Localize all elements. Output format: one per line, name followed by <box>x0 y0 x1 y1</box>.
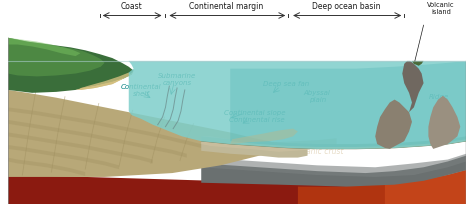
Polygon shape <box>402 62 424 113</box>
Text: Continental
shelf: Continental shelf <box>121 84 162 97</box>
Polygon shape <box>8 145 119 169</box>
Polygon shape <box>201 137 466 149</box>
Text: Volcanic
island: Volcanic island <box>427 2 455 14</box>
Text: Submarine
canyons: Submarine canyons <box>158 72 196 85</box>
Polygon shape <box>298 170 466 204</box>
Polygon shape <box>81 71 134 91</box>
Polygon shape <box>201 154 466 177</box>
Polygon shape <box>8 120 187 158</box>
Polygon shape <box>129 62 466 149</box>
Polygon shape <box>8 170 466 204</box>
Polygon shape <box>8 133 153 164</box>
Text: Continental slope: Continental slope <box>224 110 285 116</box>
Text: Deep sea fan: Deep sea fan <box>263 81 310 87</box>
Text: Deep ocean basin: Deep ocean basin <box>312 2 381 11</box>
Polygon shape <box>75 73 132 91</box>
Polygon shape <box>230 129 298 144</box>
Polygon shape <box>8 39 134 93</box>
Polygon shape <box>201 156 466 187</box>
Text: Coast: Coast <box>121 2 143 11</box>
Polygon shape <box>8 158 85 176</box>
Polygon shape <box>201 142 308 158</box>
Polygon shape <box>375 100 412 149</box>
Polygon shape <box>8 39 105 77</box>
Polygon shape <box>385 165 466 204</box>
Polygon shape <box>8 39 81 57</box>
Polygon shape <box>412 62 424 67</box>
Polygon shape <box>201 137 337 152</box>
Text: Continental rise: Continental rise <box>229 116 285 122</box>
Text: Ridge: Ridge <box>428 93 448 99</box>
Text: Oceanic crust: Oceanic crust <box>291 147 344 156</box>
Text: Continental crust: Continental crust <box>35 130 101 139</box>
Polygon shape <box>428 96 460 149</box>
Polygon shape <box>8 108 216 152</box>
Text: Continental margin: Continental margin <box>189 2 264 11</box>
Polygon shape <box>8 91 279 177</box>
Text: Abyssal
plain: Abyssal plain <box>304 90 331 103</box>
Polygon shape <box>230 62 466 147</box>
